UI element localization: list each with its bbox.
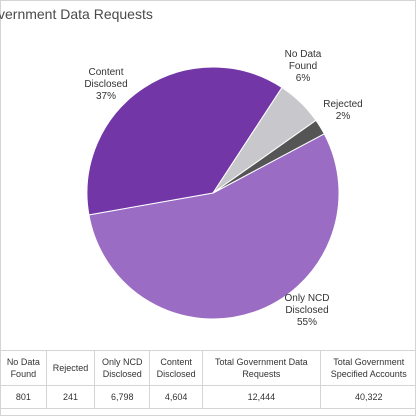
pie-slice — [88, 133, 340, 320]
pie-slice-label: Content Disclosed 37% — [84, 67, 127, 102]
cell-content-disclosed: 4,604 — [149, 385, 204, 409]
header-total-accounts: Total Government Specified Accounts — [319, 350, 416, 386]
cell-rejected: 241 — [45, 385, 96, 409]
pie-slice-label: Only NCD Disclosed 55% — [284, 293, 329, 328]
table-header-row: No Data Found Rejected Only NCD Disclosed … — [1, 350, 416, 386]
cell-only-ncd-disclosed: 6,798 — [94, 385, 151, 409]
header-rejected: Rejected — [45, 350, 96, 386]
cell-total-requests: 12,444 — [202, 385, 321, 409]
cell-total-accounts: 40,322 — [319, 385, 416, 409]
table-row: 801 241 6,798 4,604 12,444 40,322 — [1, 385, 416, 409]
pie-slice — [86, 66, 283, 216]
cell-no-data-found: 801 — [1, 385, 47, 409]
pie-chart: Only NCD Disclosed 55% Content Disclosed 37% N… — [84, 49, 362, 328]
header-total-requests: Total Government Data Requests — [202, 350, 321, 386]
header-only-ncd-disclosed: Only NCD Disclosed — [94, 350, 151, 386]
data-requests-table: No Data Found Rejected Only NCD Disclosed … — [1, 350, 416, 409]
pie-slice-label: Rejected 2% — [323, 99, 362, 122]
header-content-disclosed: Content Disclosed — [149, 350, 204, 386]
pie-slice-label: No Data Found 6% — [285, 49, 322, 84]
header-no-data-found: No Data Found — [1, 350, 47, 386]
chart-title: vernment Data Requests — [0, 6, 153, 22]
pie-slice — [212, 119, 325, 194]
